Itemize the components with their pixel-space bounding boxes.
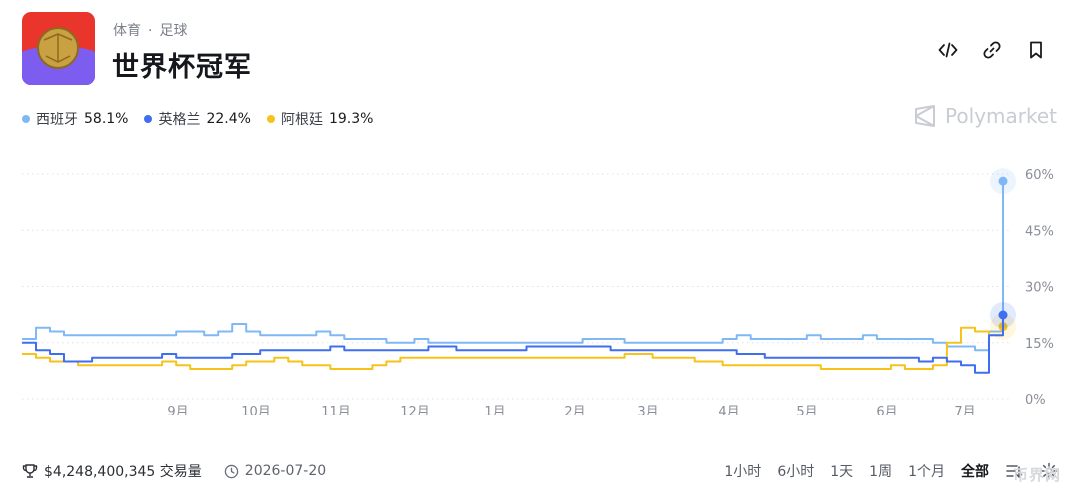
series-line-1	[22, 315, 1004, 374]
breadcrumb-subcategory[interactable]: 足球	[159, 23, 188, 39]
x-tick-label: 5月	[796, 405, 817, 415]
range-6h[interactable]: 6小时	[777, 464, 815, 480]
x-tick-label: 9月	[167, 405, 188, 415]
x-tick-label: 4月	[718, 405, 739, 415]
settings-gear-icon[interactable]	[1040, 462, 1058, 480]
volume-stat: $4,248,400,345 交易量	[22, 461, 202, 481]
x-tick-label: 2月	[564, 405, 585, 415]
trophy-icon	[22, 464, 38, 478]
legend-item-argentina: 阿根廷 19.3%	[266, 109, 374, 129]
range-1d[interactable]: 1天	[830, 464, 854, 480]
sort-icon[interactable]	[1005, 462, 1023, 480]
x-tick-label: 11月	[321, 405, 351, 415]
embed-button[interactable]	[933, 38, 963, 62]
brand-logo: Polymarket	[913, 104, 1057, 128]
legend-value: 22.4%	[206, 111, 251, 127]
clock-icon	[224, 464, 239, 478]
legend-dot	[22, 115, 30, 123]
legend-label: 英格兰	[158, 112, 201, 128]
series-end-point-1	[998, 310, 1008, 320]
y-tick-label: 0%	[1025, 393, 1046, 408]
legend-label: 阿根廷	[280, 112, 323, 128]
x-tick-label: 10月	[241, 405, 271, 415]
range-1w[interactable]: 1周	[869, 464, 893, 480]
bookmark-icon	[1030, 41, 1042, 59]
range-1h[interactable]: 1小时	[724, 464, 762, 480]
breadcrumb: 体育 · 足球	[113, 20, 187, 40]
action-toolbar	[933, 38, 1051, 62]
copy-link-button[interactable]	[977, 38, 1007, 62]
end-date-stat: 2026-07-20	[224, 463, 326, 479]
series-line-0	[22, 181, 1004, 352]
legend-dot	[144, 115, 153, 123]
legend-value: 19.3%	[328, 111, 374, 127]
x-tick-label: 6月	[876, 405, 897, 415]
range-1m[interactable]: 1个月	[908, 464, 945, 480]
market-stats: $4,248,400,345 交易量 2026-07-20	[22, 461, 326, 481]
embed-icon	[938, 42, 958, 58]
series-end-point-0	[998, 176, 1008, 186]
y-tick-label: 30%	[1025, 281, 1054, 296]
brand-name: Polymarket	[945, 104, 1057, 128]
x-tick-label: 7月	[954, 405, 975, 415]
market-thumbnail	[22, 12, 95, 85]
polymarket-icon	[915, 105, 936, 127]
volume-text: $4,248,400,345 交易量	[44, 464, 202, 480]
legend-item-spain: 西班牙 58.1%	[22, 109, 128, 129]
x-tick-label: 12月	[400, 405, 430, 415]
page-title: 世界杯冠军	[112, 52, 252, 83]
series-line-2	[22, 326, 1004, 370]
legend-value: 58.1%	[84, 111, 129, 127]
end-date-text: 2026-07-20	[244, 463, 327, 479]
range-all[interactable]: 全部	[961, 464, 989, 480]
legend-dot	[266, 115, 275, 123]
y-tick-label: 45%	[1025, 224, 1054, 239]
breadcrumb-separator: ·	[148, 23, 153, 39]
price-chart[interactable]: 60% 45% 30% 15% 0% 9月 10月 11月 12月 1月 2月 3月 4月 5月 6月 7月	[0, 150, 1069, 415]
chart-legend: 西班牙 58.1% 英格兰 22.4% 阿根廷 19.3%	[22, 109, 373, 129]
time-range-selector: 1小时 6小时 1天 1周 1个月 全部	[724, 461, 989, 481]
legend-label: 西班牙	[36, 112, 78, 128]
watermark: 币界网	[1012, 466, 1061, 484]
bookmark-button[interactable]	[1021, 38, 1051, 62]
link-icon	[983, 41, 1001, 59]
x-tick-label: 3月	[637, 405, 658, 415]
y-tick-label: 60%	[1025, 168, 1054, 183]
legend-item-england: 英格兰 22.4%	[144, 109, 251, 129]
y-tick-label: 15%	[1025, 337, 1054, 352]
x-tick-label: 1月	[484, 405, 505, 415]
breadcrumb-category[interactable]: 体育	[113, 23, 141, 39]
